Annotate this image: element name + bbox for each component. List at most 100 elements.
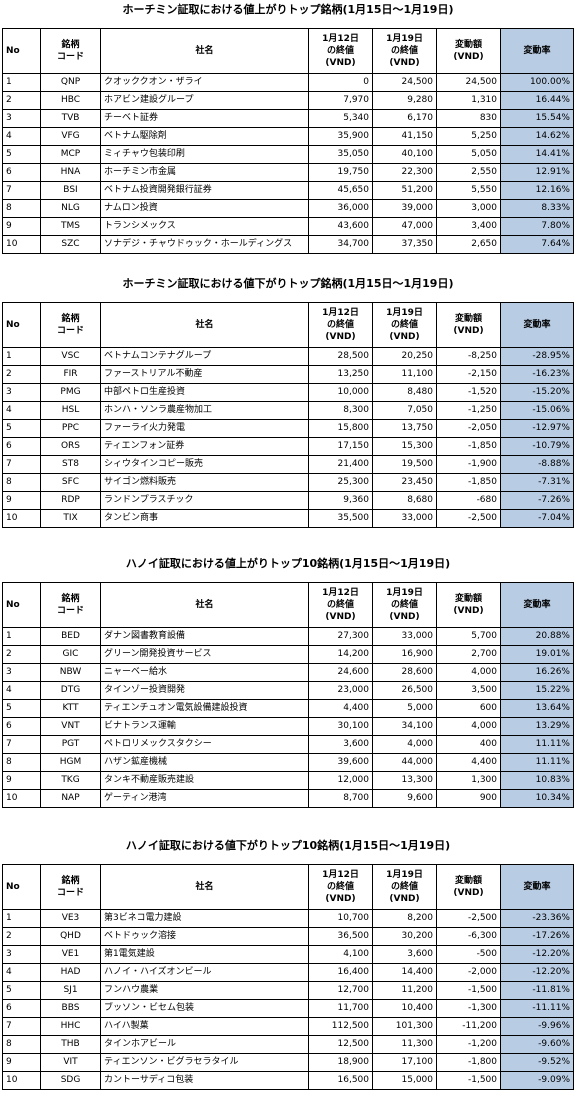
table-row: 9 TKG タンキ不動産販売建設 12,000 13,300 1,300 10.83%: [2, 771, 574, 790]
change-amount: 2,700: [436, 645, 501, 664]
row-no: 5: [2, 699, 41, 718]
row-no: 2: [2, 91, 41, 110]
close-prev: 16,500: [308, 1071, 373, 1090]
table-row: 8 SFC サイゴン燃料販売 25,300 23,450 -1,850 -7.31%: [2, 473, 574, 492]
change-amount: 5,700: [436, 627, 501, 646]
company-name: クオッククオン・ザライ: [100, 73, 309, 92]
change-rate: -12.97%: [500, 419, 574, 438]
change-rate: 12.16%: [500, 181, 574, 200]
change-rate: -10.79%: [500, 437, 574, 456]
row-no: 10: [2, 509, 41, 528]
change-amount: 1,300: [436, 771, 501, 790]
header-close-curr: 1月19日 の終値 (VND): [372, 864, 437, 910]
company-name: ホアビン建設グループ: [100, 91, 309, 110]
table-row: 6 VNT ビナトランス運輸 30,100 34,100 4,000 13.29%: [2, 717, 574, 736]
close-curr: 16,900: [372, 645, 437, 664]
row-no: 3: [2, 109, 41, 128]
table-row: 4 VFG ベトナム駆除剤 35,900 41,150 5,250 14.62%: [2, 127, 574, 146]
header-close-curr-line: 1月19日: [386, 588, 423, 598]
change-rate: 16.44%: [500, 91, 574, 110]
close-prev: 12,500: [308, 1035, 373, 1054]
company-name: 第1電気建設: [100, 945, 309, 964]
company-name: ランドンプラスチック: [100, 491, 309, 510]
header-close-prev-line: 1月12日: [322, 308, 359, 318]
table-row: 2 HBC ホアビン建設グループ 7,970 9,280 1,310 16.44%: [2, 91, 574, 110]
section-title: ハノイ証取における値上がりトップ10銘柄(1月15日～1月19日): [125, 557, 451, 570]
header-no: No: [2, 302, 41, 348]
table-row: 3 PMG 中部ペトロ生産投資 10,000 8,480 -1,520 -15.20%: [2, 383, 574, 402]
header-name: 社名: [100, 302, 309, 348]
change-amount: -2,050: [436, 419, 501, 438]
stock-code: SJ1: [40, 981, 101, 1000]
table-row: 10 NAP ゲーティン港湾 8,700 9,600 900 10.34%: [2, 789, 574, 808]
stock-code: TIX: [40, 509, 101, 528]
close-prev: 9,360: [308, 491, 373, 510]
change-rate: -7.04%: [500, 509, 574, 528]
close-curr: 11,100: [372, 365, 437, 384]
table-row: 6 BBS ブッソン・ビセム包装 11,700 10,400 -1,300 -11.11%: [2, 999, 574, 1018]
change-rate: 14.41%: [500, 145, 574, 164]
close-curr: 15,300: [372, 437, 437, 456]
header-close-curr-line: (VND): [389, 612, 420, 622]
close-prev: 7,970: [308, 91, 373, 110]
header-close-curr-line: 1月19日: [386, 308, 423, 318]
close-prev: 10,000: [308, 383, 373, 402]
row-no: 4: [2, 681, 41, 700]
header-close-curr: 1月19日 の終値 (VND): [372, 28, 437, 74]
company-name: フンハウ農業: [100, 981, 309, 1000]
close-prev: 27,300: [308, 627, 373, 646]
change-amount: -2,500: [436, 909, 501, 928]
header-rate: 変動率: [500, 28, 574, 74]
table-row: 8 THB タインホアビール 12,500 11,300 -1,200 -9.60%: [2, 1035, 574, 1054]
change-amount: 4,400: [436, 753, 501, 772]
close-prev: 45,650: [308, 181, 373, 200]
row-no: 9: [2, 217, 41, 236]
close-curr: 101,300: [372, 1017, 437, 1036]
close-curr: 37,350: [372, 235, 437, 254]
close-prev: 30,100: [308, 717, 373, 736]
stock-code: HSL: [40, 401, 101, 420]
stock-code: VE3: [40, 909, 101, 928]
header-change-line: (VND): [453, 52, 484, 62]
company-name: ベトナムコンテナグループ: [100, 347, 309, 366]
stock-code: BSI: [40, 181, 101, 200]
close-prev: 16,400: [308, 963, 373, 982]
header-code: 銘柄 コード: [40, 302, 101, 348]
stock-code: PPC: [40, 419, 101, 438]
change-amount: -1,900: [436, 455, 501, 474]
table-row: 8 HGM ハザン鉱産機械 39,600 44,000 4,400 11.11%: [2, 753, 574, 772]
close-curr: 51,200: [372, 181, 437, 200]
table-row: 7 BSI ベトナム投資開発銀行証券 45,650 51,200 5,550 12.16%: [2, 181, 574, 200]
company-name: シィウタインコピー販売: [100, 455, 309, 474]
close-prev: 35,500: [308, 509, 373, 528]
header-close-curr-line: の終値: [390, 46, 418, 56]
table-row: 5 KTT ティエンチュオン電気設備建設投資 4,400 5,000 600 13.64%: [2, 699, 574, 718]
row-no: 7: [2, 455, 41, 474]
stock-code: BED: [40, 627, 101, 646]
row-no: 2: [2, 645, 41, 664]
header-close-prev-line: (VND): [325, 332, 356, 342]
change-rate: -12.20%: [500, 963, 574, 982]
header-code-line: 銘柄: [61, 876, 80, 886]
table-row: 7 ST8 シィウタインコピー販売 21,400 19,500 -1,900 -8.88%: [2, 455, 574, 474]
close-prev: 34,700: [308, 235, 373, 254]
header-change: 変動額 (VND): [436, 864, 501, 910]
company-name: ニャーベー給水: [100, 663, 309, 682]
close-prev: 3,600: [308, 735, 373, 754]
table-row: 5 MCP ミィチャウ包装印刷 35,050 40,100 5,050 14.41%: [2, 145, 574, 164]
header-code-line: コード: [56, 326, 84, 336]
change-amount: -500: [436, 945, 501, 964]
close-prev: 18,900: [308, 1053, 373, 1072]
close-curr: 8,680: [372, 491, 437, 510]
header-close-curr-line: (VND): [389, 332, 420, 342]
company-name: サイゴン燃料販売: [100, 473, 309, 492]
company-name: 中部ペトロ生産投資: [100, 383, 309, 402]
table-row: 7 PGT ペトロリメックスタクシー 3,600 4,000 400 11.11%: [2, 735, 574, 754]
header-close-prev: 1月12日 の終値 (VND): [308, 28, 373, 74]
close-curr: 8,480: [372, 383, 437, 402]
table-header-row: No 銘柄 コード 社名 1月12日 の終値 (VND) 1月19日 の終値 (VND) 変動額 (V…: [2, 864, 574, 910]
company-name: ナムロン投資: [100, 199, 309, 218]
stock-code: KTT: [40, 699, 101, 718]
change-rate: 15.54%: [500, 109, 574, 128]
close-prev: 10,700: [308, 909, 373, 928]
